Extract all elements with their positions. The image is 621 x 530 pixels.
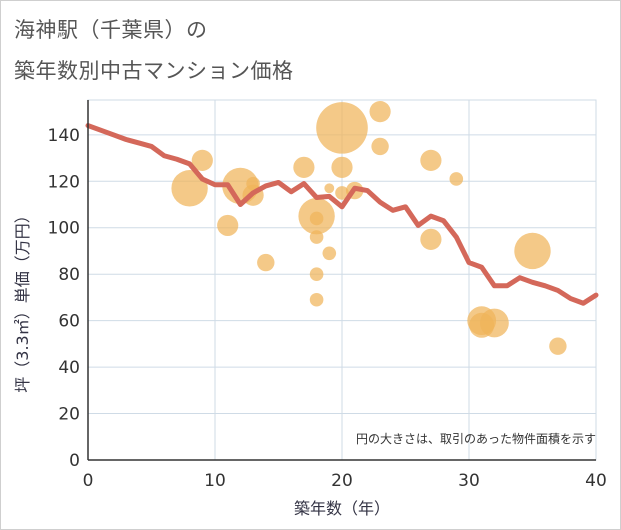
bubble-point	[420, 228, 442, 250]
bubble-point	[449, 172, 464, 186]
bubble-point	[480, 308, 509, 338]
chart-title-line1: 海神駅（千葉県）の	[14, 18, 208, 42]
bubble-point	[309, 267, 324, 281]
bubble-point	[191, 149, 213, 171]
y-tick-label: 60	[58, 312, 80, 332]
y-tick-label: 0	[69, 451, 80, 471]
x-axis-label: 築年数（年）	[294, 499, 390, 518]
bubble-point	[217, 214, 239, 237]
axes: 0 10 20 30 40 0 20 40 60 80 100 120 140	[48, 100, 607, 491]
bubble-point	[324, 183, 335, 194]
bubble-point	[331, 156, 353, 178]
bubble-point	[549, 337, 567, 355]
y-axis-label: 坪（3.3㎡）単価（万円）	[13, 207, 32, 392]
y-tick-label: 100	[48, 219, 80, 239]
bubble-point	[514, 232, 551, 270]
trend-layer	[85, 123, 599, 306]
x-tick-label: 30	[458, 471, 480, 491]
bubble-point	[309, 230, 324, 244]
bubble-point	[322, 246, 337, 261]
y-tick-label: 140	[48, 126, 80, 146]
bubble-point	[420, 149, 442, 171]
bubble-point	[171, 170, 208, 207]
x-tick-label: 0	[83, 471, 94, 491]
bubble-point	[246, 176, 260, 191]
bubble-point	[316, 102, 368, 154]
y-tick-label: 80	[58, 265, 80, 285]
bubble-point	[293, 156, 315, 178]
bubble-point	[335, 186, 349, 200]
bubble-point	[257, 253, 275, 272]
y-tick-label: 20	[58, 405, 80, 425]
bubble-point	[309, 292, 324, 307]
trend-line	[85, 123, 599, 306]
y-tick-label: 120	[48, 172, 80, 192]
size-note: 円の大きさは、取引のあった物件面積を示す	[356, 431, 596, 446]
chart-title-line2: 築年数別中古マンション価格	[14, 59, 294, 83]
x-tick-label: 10	[204, 471, 226, 491]
x-tick-label: 20	[331, 471, 353, 491]
y-tick-label: 40	[58, 358, 80, 378]
bubble-point	[309, 211, 324, 226]
bubble-point	[369, 101, 391, 123]
bubble-point	[371, 137, 389, 156]
x-tick-label: 40	[585, 471, 607, 491]
